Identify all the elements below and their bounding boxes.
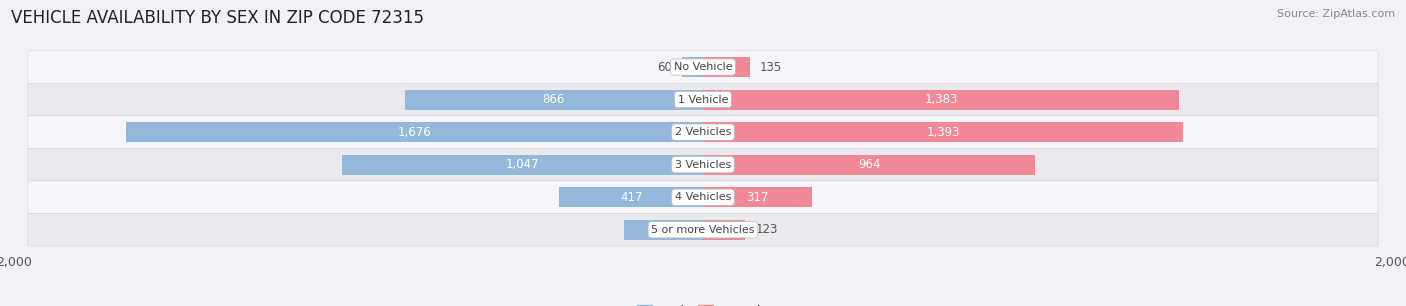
Text: 317: 317	[747, 191, 769, 204]
Text: Source: ZipAtlas.com: Source: ZipAtlas.com	[1277, 9, 1395, 19]
Text: 1 Vehicle: 1 Vehicle	[678, 95, 728, 105]
Text: 2 Vehicles: 2 Vehicles	[675, 127, 731, 137]
Bar	[703, 187, 813, 207]
Bar	[560, 187, 703, 207]
Legend: Male, Female: Male, Female	[633, 300, 773, 306]
Text: 1,383: 1,383	[925, 93, 957, 106]
FancyBboxPatch shape	[28, 83, 1378, 116]
Bar	[405, 90, 703, 110]
FancyBboxPatch shape	[28, 148, 1378, 181]
Text: 4 Vehicles: 4 Vehicles	[675, 192, 731, 202]
Bar	[342, 155, 703, 175]
Text: 1,393: 1,393	[927, 126, 960, 139]
Bar	[682, 57, 703, 77]
FancyBboxPatch shape	[28, 214, 1378, 246]
Text: 5 or more Vehicles: 5 or more Vehicles	[651, 225, 755, 235]
Bar	[624, 220, 703, 240]
Text: 60: 60	[657, 61, 672, 73]
Text: 135: 135	[759, 61, 782, 73]
Bar	[703, 57, 749, 77]
FancyBboxPatch shape	[28, 116, 1378, 148]
FancyBboxPatch shape	[28, 181, 1378, 214]
Bar	[703, 220, 745, 240]
Text: 866: 866	[543, 93, 565, 106]
Text: No Vehicle: No Vehicle	[673, 62, 733, 72]
Text: 3 Vehicles: 3 Vehicles	[675, 160, 731, 170]
Bar	[703, 122, 1182, 142]
Text: 230: 230	[652, 223, 675, 236]
Bar	[703, 155, 1035, 175]
Text: 417: 417	[620, 191, 643, 204]
Text: 1,047: 1,047	[506, 158, 540, 171]
Text: VEHICLE AVAILABILITY BY SEX IN ZIP CODE 72315: VEHICLE AVAILABILITY BY SEX IN ZIP CODE …	[11, 9, 425, 27]
Bar	[125, 122, 703, 142]
FancyBboxPatch shape	[28, 51, 1378, 83]
Bar	[703, 90, 1180, 110]
Text: 123: 123	[755, 223, 778, 236]
Text: 964: 964	[858, 158, 880, 171]
Text: 1,676: 1,676	[398, 126, 432, 139]
